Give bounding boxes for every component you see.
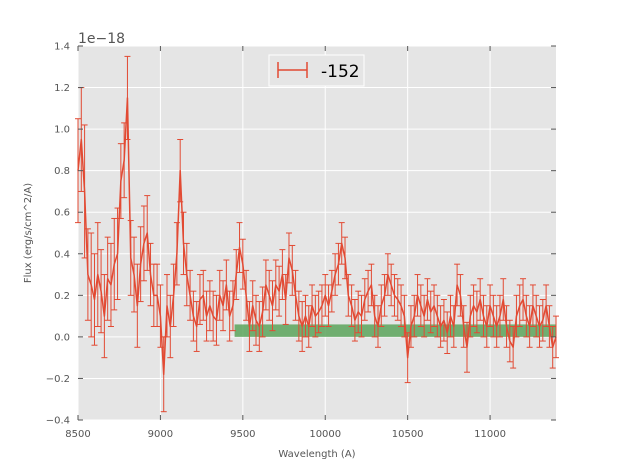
y-tick-label: 1.4 [54, 42, 70, 53]
legend: -152 [268, 54, 365, 87]
tick-labels: 8500 9000 9500 10000 10500 11000 −0.4 −0.2 0.0 0.… [46, 42, 506, 441]
series-line [77, 97, 557, 376]
y-tick-label: 0.2 [54, 291, 70, 302]
y-offset-text: 1e−18 [78, 31, 125, 47]
x-tick-label: 10000 [309, 429, 341, 440]
x-tick-label: 8500 [65, 429, 90, 440]
series-layer [75, 55, 559, 413]
x-tick-label: 9000 [148, 429, 173, 440]
y-tick-label: −0.2 [46, 374, 70, 385]
x-tick-label: 11000 [474, 429, 506, 440]
legend-label: -152 [321, 62, 360, 82]
x-tick-label: 9500 [230, 429, 255, 440]
y-axis-label: Flux (erg/s/cm^2/A) [23, 183, 34, 283]
y-tick-label: 1.2 [54, 83, 70, 94]
y-tick-label: 0.4 [54, 249, 70, 260]
tick-marks [77, 45, 556, 421]
x-axis-label: Wavelength (A) [278, 449, 355, 460]
plot-area [78, 46, 556, 420]
y-tick-label: 0.8 [54, 166, 70, 177]
series-group [75, 55, 559, 413]
x-tick-label: 10500 [392, 429, 424, 440]
y-tick-label: 0.0 [54, 332, 70, 343]
y-tick-label: −0.4 [46, 416, 70, 427]
y-tick-label: 1.0 [54, 125, 70, 136]
y-tick-label: 0.6 [54, 208, 70, 219]
